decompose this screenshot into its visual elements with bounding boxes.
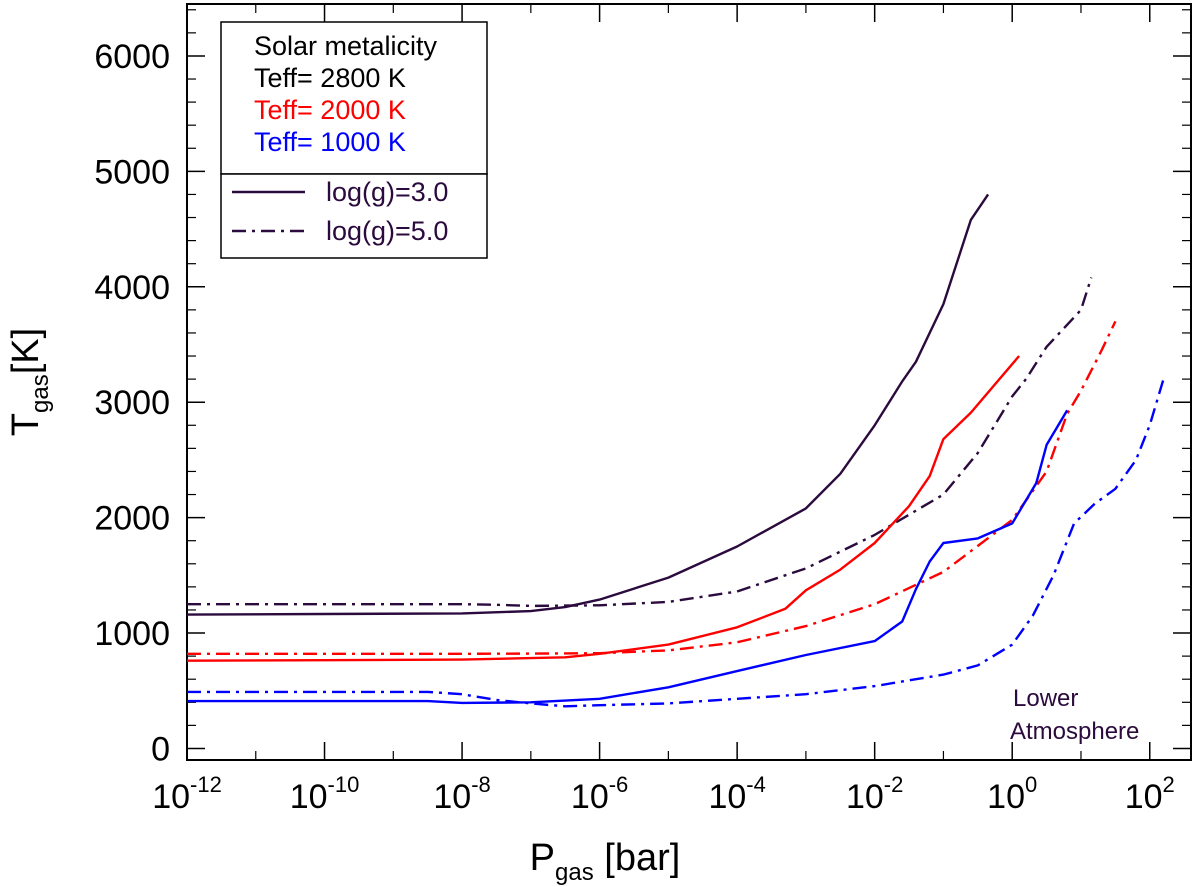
series-line bbox=[186, 193, 990, 616]
legend-teff-2800: Teff= 2800 K bbox=[254, 63, 406, 93]
x-tick-label: 10-12 bbox=[152, 772, 222, 816]
legend-teff-1000: Teff= 1000 K bbox=[254, 127, 406, 157]
x-tick-label: 10-4 bbox=[708, 772, 765, 816]
x-tick-label: 10-10 bbox=[290, 772, 360, 816]
y-axis-title: Tgas[K] bbox=[5, 328, 54, 436]
y-tick-label: 3000 bbox=[94, 384, 170, 422]
y-tick-labels: 0 1000 2000 3000 4000 5000 6000 bbox=[94, 38, 170, 769]
legend-logg-5: log(g)=5.0 bbox=[326, 216, 448, 246]
x-tick-label: 10-2 bbox=[846, 772, 903, 816]
x-tick-label: 100 bbox=[987, 772, 1037, 816]
annotation-lower: Lower bbox=[1013, 685, 1078, 712]
legend-logg-3: log(g)=3.0 bbox=[326, 177, 448, 207]
y-tick-label: 1000 bbox=[94, 615, 170, 653]
series-group bbox=[186, 193, 1165, 708]
x-tick-labels: 10-12 10-10 10-8 10-6 10-4 10-2 100 102 bbox=[152, 772, 1175, 816]
y-tick-label: 4000 bbox=[94, 269, 170, 307]
series-line bbox=[187, 277, 1093, 608]
axis-ticks bbox=[186, 4, 1191, 760]
series-line bbox=[187, 378, 1165, 708]
y-tick-label: 2000 bbox=[94, 500, 170, 538]
x-tick-label: 102 bbox=[1125, 772, 1175, 816]
y-tick-label: 6000 bbox=[94, 38, 170, 76]
x-tick-label: 10-8 bbox=[433, 772, 490, 816]
y-tick-label: 5000 bbox=[94, 153, 170, 191]
y-tick-label: 0 bbox=[151, 730, 170, 768]
legend-box-logg bbox=[220, 173, 488, 259]
series-line bbox=[186, 355, 1021, 662]
legend: Solar metalicity Teff= 2800 K Teff= 2000… bbox=[220, 21, 488, 259]
x-tick-label: 10-6 bbox=[571, 772, 628, 816]
annotation-atmosphere: Atmosphere bbox=[1010, 718, 1139, 745]
series-line bbox=[187, 320, 1117, 655]
legend-header: Solar metalicity bbox=[254, 31, 438, 61]
series-line bbox=[187, 409, 1069, 705]
x-axis-title: Pgas [bar] bbox=[530, 837, 681, 886]
legend-teff-2000: Teff= 2000 K bbox=[254, 95, 406, 125]
